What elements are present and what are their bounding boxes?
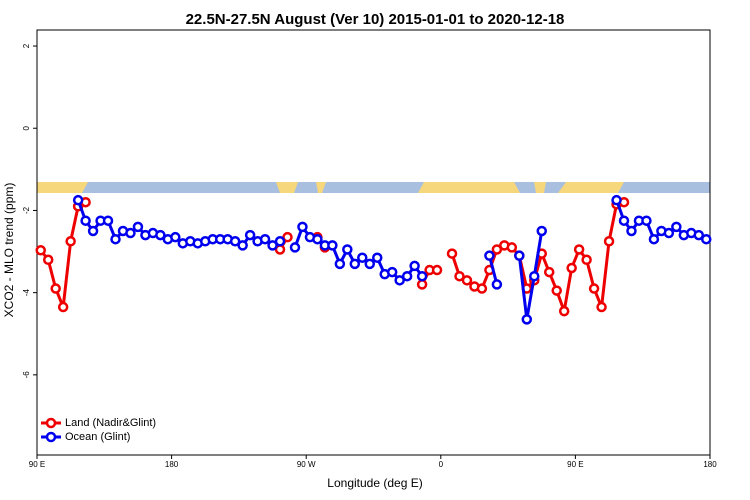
data-point — [334, 258, 346, 270]
y-tick-label: 0 — [22, 125, 31, 130]
data-point — [394, 275, 405, 286]
data-point — [125, 227, 136, 239]
data-point — [237, 240, 248, 251]
data-point — [274, 236, 286, 247]
data-point — [57, 301, 69, 313]
data-point — [648, 233, 660, 245]
data-point — [132, 221, 144, 233]
y-tick-label: -4 — [22, 289, 31, 297]
data-point — [514, 250, 525, 261]
data-point — [42, 254, 54, 266]
data-point — [476, 283, 488, 294]
y-tick-label: -2 — [22, 206, 31, 214]
data-point — [364, 258, 376, 270]
data-point — [244, 229, 256, 241]
data-point — [35, 245, 46, 256]
data-point — [641, 215, 652, 226]
data-point — [416, 279, 428, 290]
legend-marker — [45, 417, 57, 429]
series-line — [76, 199, 707, 320]
data-point — [80, 215, 91, 226]
data-point — [416, 270, 428, 282]
x-tick-label: 90 W — [297, 460, 316, 469]
data-point — [282, 231, 293, 243]
data-point — [155, 229, 166, 241]
data-point — [312, 233, 323, 245]
data-point — [581, 254, 592, 266]
data-point — [267, 240, 278, 251]
chart-title: 22.5N-27.5N August (Ver 10) 2015-01-01 t… — [186, 11, 565, 28]
data-point — [446, 248, 458, 259]
data-point — [693, 229, 705, 241]
data-point — [596, 301, 607, 313]
x-tick-label: 180 — [165, 460, 179, 469]
data-point — [626, 225, 637, 237]
data-point — [65, 236, 76, 247]
y-tick-label: -6 — [22, 371, 31, 379]
x-axis-label: Longitude (deg E) — [327, 476, 422, 490]
data-point — [401, 270, 413, 282]
data-point — [551, 285, 562, 296]
data-point — [349, 258, 361, 270]
y-axis-label: XCO2 - MLO trend (ppm) — [2, 183, 16, 318]
data-point — [588, 283, 600, 294]
data-point — [566, 262, 577, 274]
data-point — [491, 279, 503, 290]
data-point — [327, 240, 338, 251]
data-point — [618, 215, 630, 226]
data-point — [259, 233, 271, 245]
x-tick-label: 0 — [439, 460, 444, 469]
x-tick-label: 90 E — [567, 460, 583, 469]
data-point — [102, 215, 114, 226]
data-point — [297, 221, 308, 233]
data-point — [611, 194, 622, 206]
data-point — [454, 270, 465, 282]
data-point — [87, 225, 99, 237]
data-point — [491, 244, 503, 255]
data-point — [170, 231, 181, 243]
data-point — [701, 233, 712, 245]
x-tick-label: 90 E — [29, 460, 45, 469]
legend-label: Ocean (Glint) — [65, 431, 130, 443]
y-tick-label: 2 — [22, 43, 31, 48]
data-point — [461, 275, 473, 286]
data-point — [521, 314, 533, 325]
data-point — [529, 270, 540, 282]
legend-label: Land (Nadir&Glint) — [65, 417, 156, 429]
data-point — [484, 250, 495, 261]
data-point — [506, 242, 518, 253]
data-point — [603, 236, 615, 247]
data-point — [409, 260, 420, 272]
land-mask-band — [37, 182, 710, 193]
data-point — [573, 244, 585, 255]
data-point — [72, 194, 84, 206]
data-point — [110, 233, 121, 245]
data-point — [663, 227, 675, 239]
data-point — [558, 305, 570, 317]
data-point — [229, 236, 241, 247]
x-tick-label: 180 — [703, 460, 717, 469]
data-point — [289, 242, 301, 253]
data-point — [671, 221, 682, 233]
data-point — [431, 264, 443, 276]
data-point — [50, 283, 61, 294]
legend-marker — [45, 431, 57, 443]
data-point — [342, 244, 353, 255]
data-point — [357, 252, 368, 263]
data-point — [386, 266, 398, 278]
data-point — [371, 252, 383, 263]
data-point — [536, 225, 547, 237]
data-point — [543, 266, 555, 278]
